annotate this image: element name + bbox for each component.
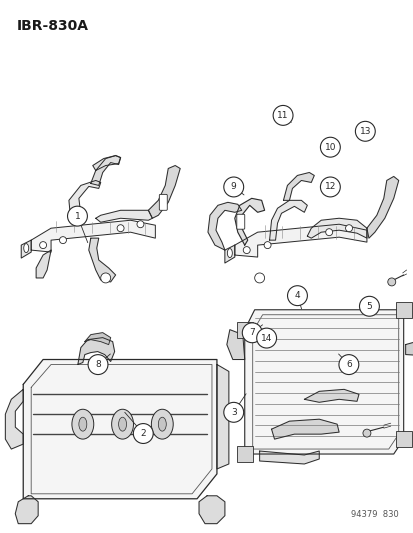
Text: 9: 9: [230, 182, 236, 191]
Text: 3: 3: [230, 408, 236, 417]
Polygon shape: [31, 220, 155, 252]
Ellipse shape: [78, 417, 87, 431]
Circle shape: [325, 229, 332, 236]
Polygon shape: [15, 496, 38, 523]
Circle shape: [362, 429, 370, 437]
Polygon shape: [234, 224, 366, 257]
Ellipse shape: [72, 409, 93, 439]
Bar: [395, 302, 411, 318]
Polygon shape: [271, 419, 338, 439]
Ellipse shape: [118, 417, 126, 431]
Polygon shape: [405, 340, 413, 356]
FancyBboxPatch shape: [159, 195, 167, 211]
Ellipse shape: [151, 409, 173, 439]
Text: 4: 4: [294, 291, 299, 300]
Circle shape: [256, 328, 276, 348]
Circle shape: [354, 122, 374, 141]
Circle shape: [117, 225, 124, 232]
Polygon shape: [226, 330, 244, 360]
Circle shape: [243, 247, 249, 254]
Ellipse shape: [24, 244, 28, 253]
Text: 5: 5: [366, 302, 371, 311]
Bar: [236, 446, 252, 462]
Text: 12: 12: [324, 182, 335, 191]
Text: 14: 14: [260, 334, 272, 343]
Circle shape: [67, 206, 87, 226]
Circle shape: [263, 241, 271, 248]
Polygon shape: [269, 200, 306, 240]
Polygon shape: [36, 250, 51, 278]
Circle shape: [358, 296, 378, 316]
Polygon shape: [224, 245, 234, 263]
Text: 7: 7: [249, 328, 254, 337]
Text: 8: 8: [95, 360, 101, 369]
Text: 6: 6: [345, 360, 351, 369]
Polygon shape: [259, 451, 318, 464]
Circle shape: [100, 273, 110, 283]
Circle shape: [88, 354, 108, 375]
Polygon shape: [304, 389, 358, 402]
Circle shape: [287, 286, 307, 305]
Circle shape: [254, 273, 264, 283]
Circle shape: [40, 241, 47, 248]
Polygon shape: [283, 173, 313, 200]
FancyBboxPatch shape: [236, 214, 244, 229]
Polygon shape: [78, 337, 114, 365]
Polygon shape: [207, 203, 241, 250]
Text: 13: 13: [359, 127, 370, 136]
Polygon shape: [199, 496, 224, 523]
Circle shape: [320, 177, 339, 197]
Polygon shape: [90, 156, 120, 185]
Ellipse shape: [227, 248, 232, 257]
Bar: [395, 431, 411, 447]
Polygon shape: [244, 310, 403, 454]
Polygon shape: [21, 240, 31, 258]
Polygon shape: [93, 156, 120, 171]
Polygon shape: [88, 238, 115, 282]
Circle shape: [59, 237, 66, 244]
Text: 11: 11: [277, 111, 288, 120]
Polygon shape: [85, 333, 110, 345]
Polygon shape: [95, 211, 152, 222]
Circle shape: [223, 402, 243, 422]
Circle shape: [320, 138, 339, 157]
Circle shape: [387, 278, 395, 286]
Ellipse shape: [112, 409, 133, 439]
Text: 94379  830: 94379 830: [350, 510, 398, 519]
Text: 2: 2: [140, 429, 146, 438]
Polygon shape: [5, 389, 23, 449]
Circle shape: [273, 106, 292, 125]
Polygon shape: [148, 166, 180, 218]
Text: 1: 1: [74, 212, 80, 221]
Polygon shape: [234, 198, 264, 245]
Polygon shape: [23, 360, 216, 499]
Circle shape: [345, 225, 351, 232]
Bar: [236, 322, 252, 337]
Circle shape: [242, 323, 261, 343]
Circle shape: [338, 354, 358, 375]
Polygon shape: [306, 218, 366, 238]
Circle shape: [133, 424, 153, 443]
Polygon shape: [216, 365, 228, 469]
Polygon shape: [366, 176, 398, 238]
Circle shape: [137, 221, 144, 228]
Circle shape: [223, 177, 243, 197]
Text: 10: 10: [324, 143, 335, 152]
Ellipse shape: [158, 417, 166, 431]
Text: IBR-830A: IBR-830A: [16, 19, 88, 33]
Polygon shape: [69, 181, 100, 222]
